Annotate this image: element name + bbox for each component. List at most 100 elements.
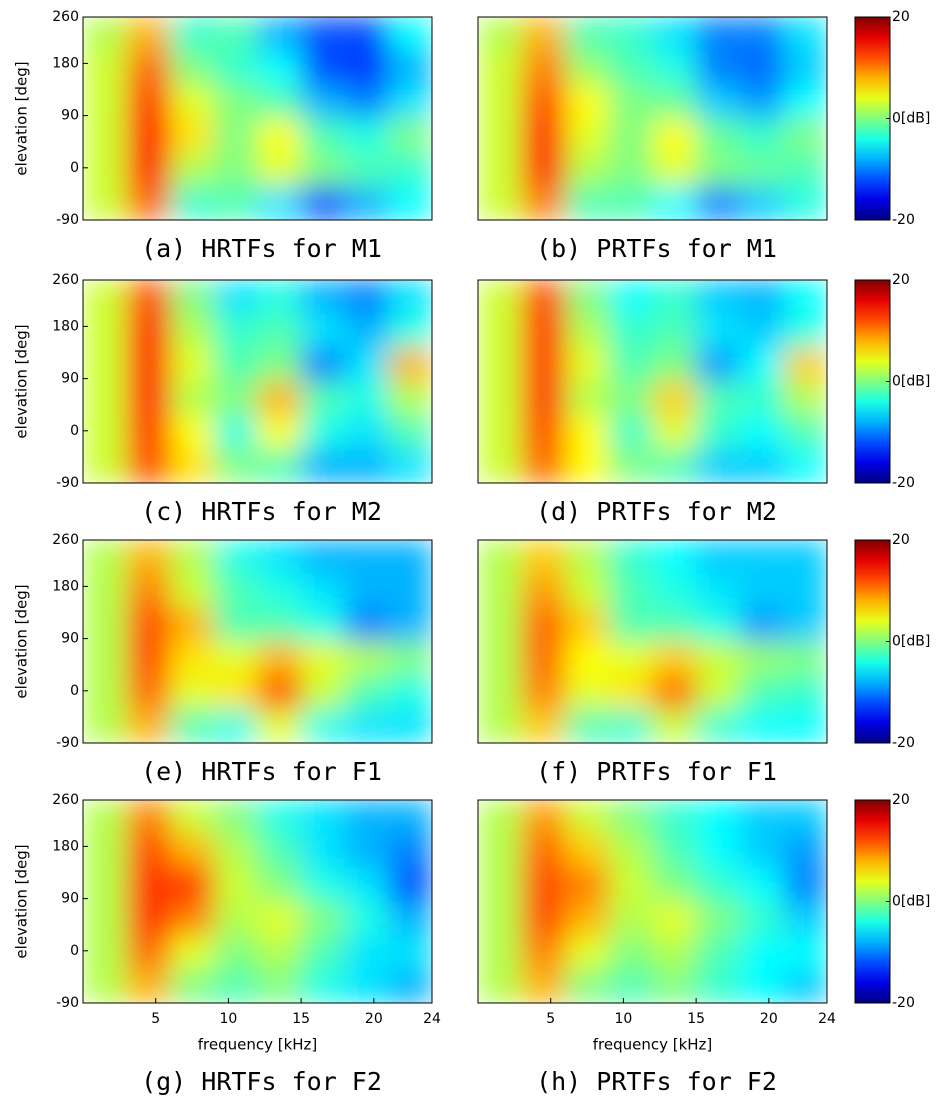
heatmap [478,800,827,1003]
cell [344,50,389,86]
cell [565,641,610,676]
cell [344,867,389,902]
axes-box [82,799,433,1004]
cell [608,901,653,936]
cell [696,415,741,450]
caption: (c) HRTFs for M2 [141,497,382,526]
cell [521,573,566,609]
cell [652,50,697,86]
y-tick-label: 260 [52,272,79,288]
colorbar-tick-label: 0[dB] [892,374,930,390]
cell [170,935,215,970]
cell [170,709,215,743]
cell [521,381,566,416]
cell [608,381,653,416]
cell [301,17,346,52]
cell [257,84,302,119]
cell [126,935,171,970]
cell [301,935,346,970]
cell [696,607,741,642]
cell [344,280,389,315]
cell [388,675,432,710]
cell [652,347,697,382]
cell [388,381,432,416]
cell [170,347,215,382]
cell [170,833,215,869]
cell [521,709,566,743]
cell [783,867,827,902]
cell [696,17,741,52]
cell [608,800,653,835]
colorbar [854,279,891,484]
cell [565,867,610,902]
cell [170,84,215,119]
heatmap-cells [478,800,827,1003]
cell [213,152,258,187]
cell [388,607,432,642]
cell [652,449,697,483]
cell [783,573,827,609]
colorbar [854,539,891,744]
cell [739,540,784,575]
cell [388,17,432,52]
cell [696,280,741,315]
cell [478,313,523,349]
cell [696,901,741,936]
cell [608,935,653,970]
heatmap [83,17,432,220]
axes-box [477,279,828,484]
cell [388,84,432,119]
cell [608,280,653,315]
cell [521,152,566,187]
cell [521,540,566,575]
cell [388,186,432,220]
cell [388,833,432,869]
cell [739,17,784,52]
cell [388,152,432,187]
cell [388,800,432,835]
cell [126,607,171,642]
y-tick-label: -90 [56,995,79,1011]
cell [257,313,302,349]
cell [344,152,389,187]
caption: (f) PRTFs for F1 [536,757,777,786]
cell [608,17,653,52]
cell [608,449,653,483]
cell [344,449,389,483]
cell [83,607,128,642]
cell [83,449,128,483]
cell [301,280,346,315]
cell [213,641,258,676]
cell [213,935,258,970]
cell [783,186,827,220]
cell [388,415,432,450]
cell [521,833,566,869]
cell [739,573,784,609]
cell [83,935,128,970]
cell [783,50,827,86]
cell [739,313,784,349]
x-tick-label: 5 [151,1011,160,1027]
cell [783,675,827,710]
cell [565,118,610,153]
colorbar [854,16,891,221]
cell [783,709,827,743]
cell [83,415,128,450]
cell [739,709,784,743]
cell [652,540,697,575]
colorbar-tick-label: 20 [892,9,910,25]
cell [696,186,741,220]
cell [170,540,215,575]
cell [478,833,523,869]
cell [170,867,215,902]
cell [696,313,741,349]
cell [739,800,784,835]
cell [521,313,566,349]
cell [696,935,741,970]
cell [257,50,302,86]
cell [83,540,128,575]
cell [170,415,215,450]
x-axis-label: frequency [kHz] [198,1036,318,1054]
cell [301,415,346,450]
